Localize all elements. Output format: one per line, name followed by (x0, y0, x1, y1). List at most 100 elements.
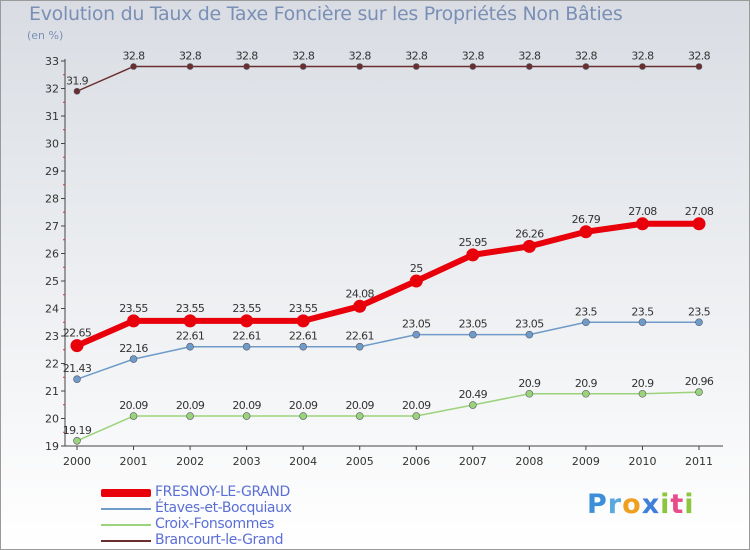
x-tick-label: 2008 (515, 455, 543, 468)
series-line (76, 321, 700, 380)
data-label: 31.9 (66, 74, 89, 87)
data-point (469, 63, 477, 70)
y-tick-label: 25 (45, 275, 59, 288)
x-tick-label: 2004 (289, 455, 317, 468)
data-point (299, 412, 307, 420)
data-point (695, 388, 703, 396)
data-point (635, 217, 649, 231)
data-point (299, 63, 307, 70)
legend-swatch-brancourt (101, 540, 151, 542)
data-point (409, 274, 423, 288)
x-tick-label: 2002 (176, 455, 204, 468)
data-label: 22.61 (289, 330, 318, 343)
data-point (469, 330, 477, 339)
data-point (469, 401, 477, 409)
data-label: 20.9 (518, 377, 541, 390)
data-label: 23.5 (575, 305, 598, 318)
legend-label-croix: Croix-Fonsommes (155, 516, 275, 532)
data-label: 25.95 (459, 236, 488, 249)
data-point (129, 412, 138, 420)
data-label: 23.05 (402, 318, 431, 331)
data-point (356, 63, 364, 70)
data-label: 32.8 (631, 50, 654, 63)
x-tick-label: 2009 (572, 455, 600, 468)
data-point (186, 342, 194, 351)
legend: FRESNOY-LE-GRAND Étaves-et-Bocquiaux Cro… (101, 484, 361, 549)
data-label: 23.55 (176, 302, 205, 315)
data-label: 20.09 (119, 399, 148, 412)
data-point (695, 318, 703, 327)
y-tick-label: 23 (45, 330, 59, 343)
data-label: 22.65 (63, 327, 92, 340)
data-point (183, 314, 197, 328)
series-line (76, 391, 700, 442)
data-point (129, 355, 138, 363)
data-point (130, 63, 137, 70)
legend-item-etaves[interactable]: Étaves-et-Bocquiaux (101, 500, 361, 517)
y-tick-label: 26 (45, 248, 59, 261)
series-line (76, 65, 700, 92)
data-label: 23.05 (515, 318, 544, 331)
legend-swatch-fresnoy (101, 489, 151, 497)
data-point (242, 342, 251, 351)
data-point (412, 412, 421, 420)
y-tick-label: 20 (45, 413, 59, 426)
legend-swatch-croix (101, 524, 151, 526)
data-label: 32.8 (179, 50, 202, 63)
data-label: 25 (410, 262, 423, 275)
series-line (74, 220, 702, 349)
data-label: 22.61 (176, 330, 205, 343)
data-label: 27.08 (628, 205, 657, 218)
y-tick-label: 24 (45, 303, 59, 316)
data-point (582, 389, 590, 398)
legend-item-brancourt[interactable]: Brancourt-le-Grand (101, 532, 361, 549)
data-label: 32.8 (349, 50, 372, 63)
y-tick-label: 27 (45, 220, 59, 233)
data-point (525, 389, 534, 398)
data-point (522, 239, 536, 253)
data-point (525, 330, 534, 339)
data-point (70, 339, 84, 353)
data-label: 20.09 (289, 399, 318, 412)
line-chart: 19 20 21 22 23 24 25 26 27 28 29 30 31 32 33 2000 2001 20… (45, 50, 723, 468)
legend-item-croix[interactable]: Croix-Fonsommes (101, 516, 361, 533)
y-tick-label: 32 (45, 83, 59, 96)
data-point (73, 87, 81, 95)
data-point (186, 412, 194, 420)
data-point (638, 389, 647, 398)
data-label: 20.09 (402, 399, 431, 412)
y-tick-label: 19 (45, 440, 59, 453)
data-point (127, 314, 141, 328)
data-point (692, 217, 706, 231)
data-label: 23.05 (459, 318, 488, 331)
data-point (582, 318, 590, 327)
data-label: 32.8 (518, 50, 541, 63)
chart-title: Evolution du Taux de Taxe Foncière sur l… (29, 3, 623, 25)
legend-item-fresnoy[interactable]: FRESNOY-LE-GRAND (101, 484, 361, 501)
y-tick-label: 28 (45, 193, 59, 206)
data-label: 20.9 (631, 377, 654, 390)
data-label: 20.09 (232, 399, 261, 412)
legend-label-fresnoy: FRESNOY-LE-GRAND (155, 484, 290, 500)
data-point (355, 342, 364, 351)
data-point (638, 318, 647, 327)
data-point (582, 63, 590, 70)
y-tick-label: 22 (45, 358, 59, 371)
data-point (579, 225, 593, 239)
data-label: 23.5 (688, 305, 711, 318)
data-point (73, 375, 81, 383)
x-tick-label: 2010 (628, 455, 656, 468)
y-tick-label: 33 (45, 55, 59, 68)
data-label: 23.5 (631, 305, 654, 318)
data-label: 32.8 (462, 50, 485, 63)
data-label: 20.96 (685, 375, 714, 388)
data-point (240, 314, 254, 328)
data-label: 21.43 (63, 362, 92, 375)
proxiti-logo: Proxiti (587, 489, 695, 520)
data-label: 22.16 (119, 342, 148, 355)
data-label: 32.8 (236, 50, 259, 63)
data-point (526, 63, 533, 70)
x-tick-label: 2011 (685, 455, 713, 468)
y-tick-label: 31 (45, 110, 59, 123)
